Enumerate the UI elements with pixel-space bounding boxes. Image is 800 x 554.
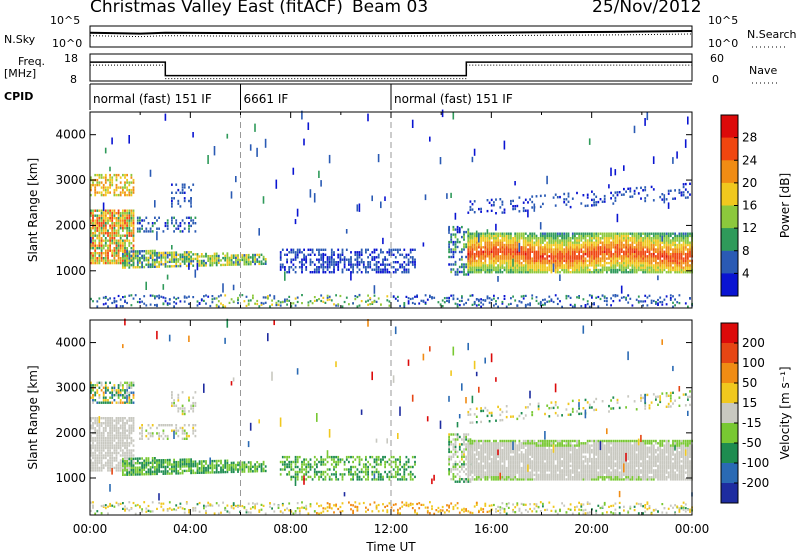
nsky-line bbox=[89, 30, 693, 35]
power-colorbar-swatch bbox=[721, 160, 738, 184]
power-colorbar-swatch bbox=[721, 182, 738, 206]
velocity-colorbar-frame bbox=[720, 322, 739, 504]
velocity-colorbar-swatch bbox=[721, 483, 738, 504]
power-frame bbox=[89, 111, 693, 309]
velocity-colorbar-tick-label: -200 bbox=[742, 476, 769, 490]
power-ytick-label: 4000 bbox=[55, 128, 86, 142]
cpid-segment-label: 6661 IF bbox=[244, 92, 289, 106]
power-colorbar-swatch bbox=[721, 115, 738, 139]
power-colorbar-tick-label: 20 bbox=[742, 176, 757, 190]
nsky-frame bbox=[89, 25, 693, 48]
velocity-colorbar-swatch bbox=[721, 323, 738, 344]
velocity-colorbar-tick-label: 100 bbox=[742, 356, 765, 370]
nsky-tick-top: 10^5 bbox=[50, 14, 80, 27]
xtick-label: 08:00 bbox=[273, 522, 308, 536]
freq-tick-bottom: 8 bbox=[70, 73, 77, 86]
power-colorbar-tick-label: 24 bbox=[742, 153, 757, 167]
nsearch-label: N.Search bbox=[747, 28, 797, 41]
velocity-colorbar-swatch bbox=[721, 363, 738, 384]
velocity-ylabel: Slant Range [km] bbox=[26, 365, 40, 469]
velocity-heatmap bbox=[90, 318, 693, 515]
velocity-colorbar-swatch bbox=[721, 403, 738, 424]
nsky-label: N.Sky bbox=[4, 33, 36, 46]
xtick-label: 00:00 bbox=[73, 522, 108, 536]
freq-frame bbox=[89, 53, 693, 82]
power-colorbar-swatch bbox=[721, 250, 738, 274]
xtick-label: 04:00 bbox=[173, 522, 208, 536]
velocity-colorbar-tick-label: -100 bbox=[742, 456, 769, 470]
velocity-colorbar-swatch bbox=[721, 443, 738, 464]
power-ytick-label: 3000 bbox=[55, 173, 86, 187]
power-colorbar-swatch bbox=[721, 273, 738, 297]
velocity-colorbar-swatch bbox=[721, 343, 738, 364]
power-colorbar-tick-label: 12 bbox=[742, 221, 757, 235]
velocity-colorbar-tick-label: -50 bbox=[742, 436, 762, 450]
date-label: 25/Nov/2012 bbox=[592, 0, 702, 17]
beam-label: Beam 03 bbox=[352, 0, 429, 17]
power-colorbar-tick-label: 4 bbox=[742, 266, 750, 280]
xtick-label: 20:00 bbox=[574, 522, 609, 536]
velocity-colorbar-swatch bbox=[721, 383, 738, 404]
nsearch-tick-top: 10^5 bbox=[708, 14, 738, 27]
power-heatmap bbox=[90, 109, 693, 308]
velocity-colorbar-tick-label: -15 bbox=[742, 416, 762, 430]
nsearch-tick-bottom: 10^0 bbox=[708, 37, 738, 50]
nsky-tick-bottom: 10^0 bbox=[52, 37, 82, 50]
freq-label: Freq. bbox=[18, 55, 45, 68]
power-colorbar-swatch bbox=[721, 205, 738, 229]
x-axis-label: Time UT bbox=[365, 540, 416, 554]
power-colorbar-swatch bbox=[721, 228, 738, 252]
velocity-colorbar-tick-label: 15 bbox=[742, 396, 757, 410]
power-colorbar-swatch bbox=[721, 137, 738, 161]
power-ytick-label: 2000 bbox=[55, 218, 86, 232]
cpid-segment-label: normal (fast) 151 IF bbox=[394, 92, 513, 106]
xtick-label: 00:00 bbox=[675, 522, 710, 536]
nave-tick-top: 60 bbox=[710, 52, 724, 65]
power-colorbar-tick-label: 16 bbox=[742, 199, 757, 213]
freq-unit-label: [MHz] bbox=[4, 67, 36, 80]
velocity-ytick-label: 1000 bbox=[55, 471, 86, 485]
power-colorbar-tick-label: 28 bbox=[742, 131, 757, 145]
velocity-colorbar-tick-label: 200 bbox=[742, 336, 765, 350]
power-ytick-label: 1000 bbox=[55, 264, 86, 278]
cpid-label: CPID bbox=[4, 90, 33, 103]
velocity-colorbar-swatch bbox=[721, 463, 738, 484]
velocity-colorbar-tick-label: 50 bbox=[742, 376, 757, 390]
velocity-ytick-label: 2000 bbox=[55, 426, 86, 440]
velocity-colorbar-swatch bbox=[721, 423, 738, 444]
nsearch-line bbox=[89, 33, 693, 38]
nave-label: Nave bbox=[749, 64, 777, 77]
freq-line bbox=[90, 61, 692, 77]
power-ylabel: Slant Range [km] bbox=[26, 158, 40, 262]
xtick-label: 12:00 bbox=[374, 522, 409, 536]
velocity-ytick-label: 3000 bbox=[55, 381, 86, 395]
power-colorbar-title: Power [dB] bbox=[778, 173, 792, 238]
freq-tick-top: 18 bbox=[64, 52, 78, 65]
nave-tick-bottom: 0 bbox=[712, 73, 719, 86]
velocity-ytick-label: 4000 bbox=[55, 336, 86, 350]
power-colorbar-tick-label: 8 bbox=[742, 244, 750, 258]
xtick-label: 16:00 bbox=[474, 522, 509, 536]
cpid-segment-label: normal (fast) 151 IF bbox=[93, 92, 212, 106]
chart-title: Christmas Valley East (fitACF) bbox=[90, 0, 343, 17]
velocity-colorbar-title: Velocity [m s⁻¹] bbox=[778, 366, 792, 459]
